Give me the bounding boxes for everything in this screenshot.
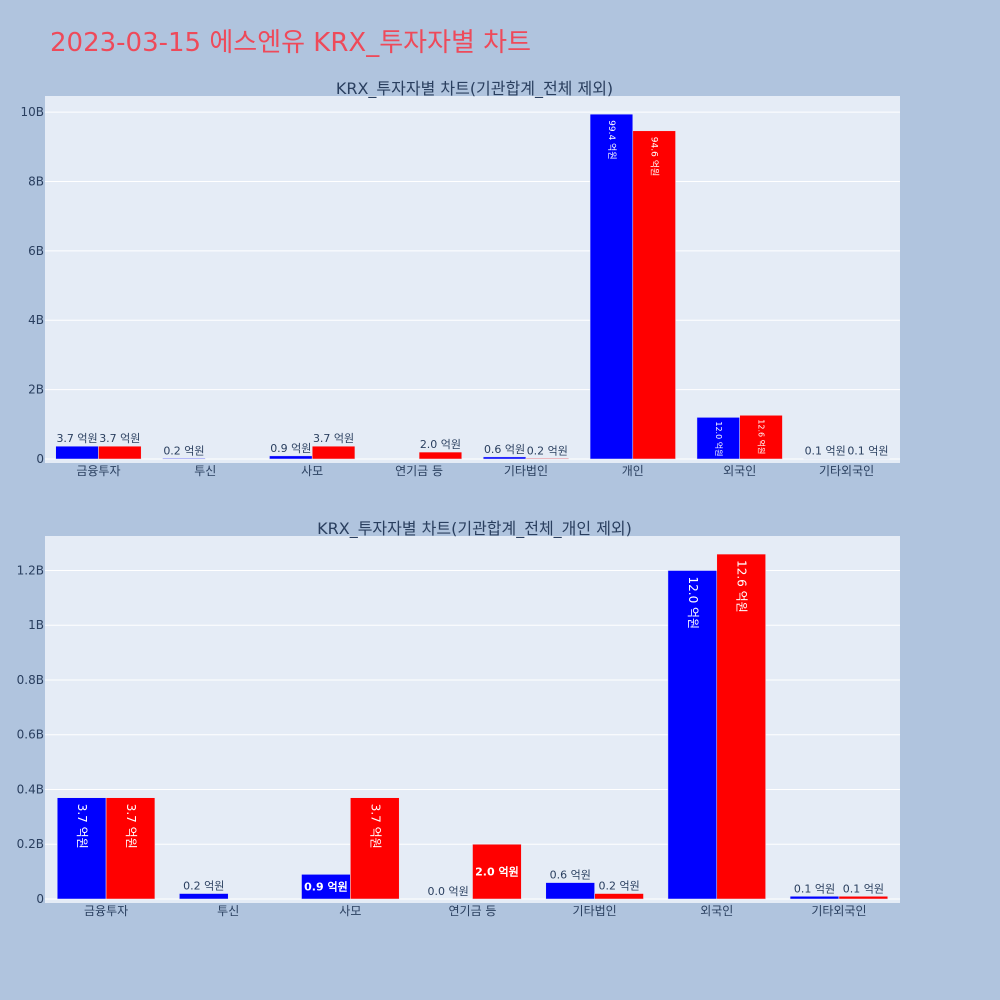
bar-data-label: 12.0 억원 bbox=[686, 576, 700, 629]
bar-series-1 bbox=[269, 455, 313, 460]
bar-series-2 bbox=[838, 896, 889, 900]
y-tick-label: 0.6B bbox=[17, 728, 44, 742]
bar-data-label: 3.7 억원 bbox=[313, 432, 354, 445]
bar-data-label: 0.1 억원 bbox=[847, 445, 888, 458]
bar-data-label: 0.2 억원 bbox=[527, 444, 568, 457]
bar-data-label: 0.0 억원 bbox=[427, 885, 468, 898]
bar-data-label: 12.0 억원 bbox=[714, 421, 724, 456]
bar-data-label: 12.6 억원 bbox=[757, 419, 767, 454]
bar-series-1 bbox=[301, 874, 351, 900]
y-tick-label: 0.4B bbox=[17, 782, 44, 796]
bar-series-2 bbox=[739, 415, 783, 460]
y-tick-label: 1.2B bbox=[17, 563, 44, 577]
bar-data-label: 94.6 억원 bbox=[649, 137, 661, 176]
bar-data-label: 3.7 억원 bbox=[56, 432, 97, 445]
x-tick-label: 외국인 bbox=[700, 904, 733, 918]
x-tick-label: 기타외국인 bbox=[819, 464, 874, 478]
bar-data-label: 0.1 억원 bbox=[843, 882, 884, 895]
bar-data-label: 99.4 억원 bbox=[606, 120, 618, 159]
bar-series-1 bbox=[179, 893, 229, 900]
bar-data-label: 0.2 억원 bbox=[163, 444, 204, 457]
x-tick-label: 사모 bbox=[339, 904, 361, 918]
x-tick-label: 연기금 등 bbox=[395, 464, 443, 478]
bar-series-1 bbox=[667, 570, 718, 900]
x-tick-label: 금융투자 bbox=[76, 464, 120, 478]
bar-series-2 bbox=[525, 458, 569, 460]
x-tick-label: 개인 bbox=[622, 464, 644, 478]
bar-data-label: 0.6 억원 bbox=[550, 869, 591, 882]
y-tick-label: 6B bbox=[28, 244, 44, 258]
chart-title: KRX_투자자별 차트(기관합계_전체 제외) bbox=[336, 79, 613, 99]
x-tick-label: 투신 bbox=[194, 464, 216, 478]
bar-data-label: 3.7 억원 bbox=[99, 432, 140, 445]
chart-title: KRX_투자자별 차트(기관합계_전체_개인 제외) bbox=[317, 519, 632, 539]
bar-data-label: 3.7 억원 bbox=[124, 804, 138, 849]
bar-series-2 bbox=[105, 797, 156, 900]
x-tick-label: 기타법인 bbox=[573, 904, 617, 918]
bar-series-2 bbox=[418, 451, 463, 460]
bar-data-label: 0.2 억원 bbox=[183, 880, 224, 893]
x-tick-label: 기타외국인 bbox=[811, 904, 866, 918]
bar-series-2 bbox=[594, 893, 644, 900]
x-tick-label: 외국인 bbox=[723, 464, 756, 478]
y-tick-label: 8B bbox=[28, 174, 44, 188]
y-tick-label: 0.2B bbox=[17, 837, 44, 851]
chart-top: KRX_투자자별 차트(기관합계_전체 제외) 0 2B 4B 6B 8B 10B 금융투자 3… bbox=[20, 79, 900, 478]
bar-series-2 bbox=[716, 553, 766, 900]
bar-data-label: 2.0 억원 bbox=[475, 865, 519, 879]
y-tick-label: 2B bbox=[28, 383, 44, 397]
bar-series-2 bbox=[98, 445, 142, 460]
bar-series-2 bbox=[632, 130, 676, 460]
bar-data-label: 12.6 억원 bbox=[735, 560, 749, 613]
page-title: 2023-03-15 에스엔유 KRX_투자자별 차트 bbox=[50, 28, 532, 58]
bar-data-label: 0.1 억원 bbox=[805, 445, 846, 458]
y-tick-label: 1B bbox=[28, 618, 44, 632]
bar-series-2 bbox=[311, 445, 356, 460]
bar-series-2 bbox=[350, 797, 400, 900]
bar-data-label: 3.7 억원 bbox=[368, 804, 382, 849]
bar-series-1 bbox=[482, 456, 527, 460]
x-tick-label: 금융투자 bbox=[84, 904, 128, 918]
bar-data-label: 0.9 억원 bbox=[304, 880, 348, 894]
y-tick-label: 4B bbox=[28, 313, 44, 327]
bar-data-label: 0.2 억원 bbox=[598, 880, 639, 893]
bar-series-1 bbox=[545, 882, 595, 900]
x-tick-label: 기타법인 bbox=[504, 464, 548, 478]
y-tick-label: 10B bbox=[20, 105, 44, 119]
bar-data-label: 0.6 억원 bbox=[484, 443, 525, 456]
bar-series-1 bbox=[55, 445, 99, 460]
x-tick-label: 사모 bbox=[301, 464, 323, 478]
bar-series-2 bbox=[472, 843, 522, 900]
x-tick-label: 투신 bbox=[217, 904, 239, 918]
bar-data-label: 3.7 억원 bbox=[75, 804, 89, 849]
chart-bottom: KRX_투자자별 차트(기관합계_전체_개인 제외) 0 0.2B 0.4B 0.6B 0… bbox=[17, 519, 900, 918]
bar-data-label: 0.1 억원 bbox=[794, 882, 835, 895]
bar-data-label: 0.9 억원 bbox=[270, 442, 311, 455]
plot-area bbox=[45, 96, 900, 463]
x-tick-label: 연기금 등 bbox=[449, 904, 497, 918]
bar-series-1 bbox=[589, 113, 634, 460]
y-tick-label: 0.8B bbox=[17, 673, 44, 687]
bar-series-1 bbox=[789, 896, 840, 900]
bar-series-1 bbox=[56, 797, 107, 900]
bar-data-label: 2.0 억원 bbox=[420, 438, 461, 451]
bar-series-1 bbox=[162, 458, 206, 460]
y-tick-label: 0 bbox=[36, 892, 44, 906]
y-tick-label: 0 bbox=[36, 452, 44, 466]
